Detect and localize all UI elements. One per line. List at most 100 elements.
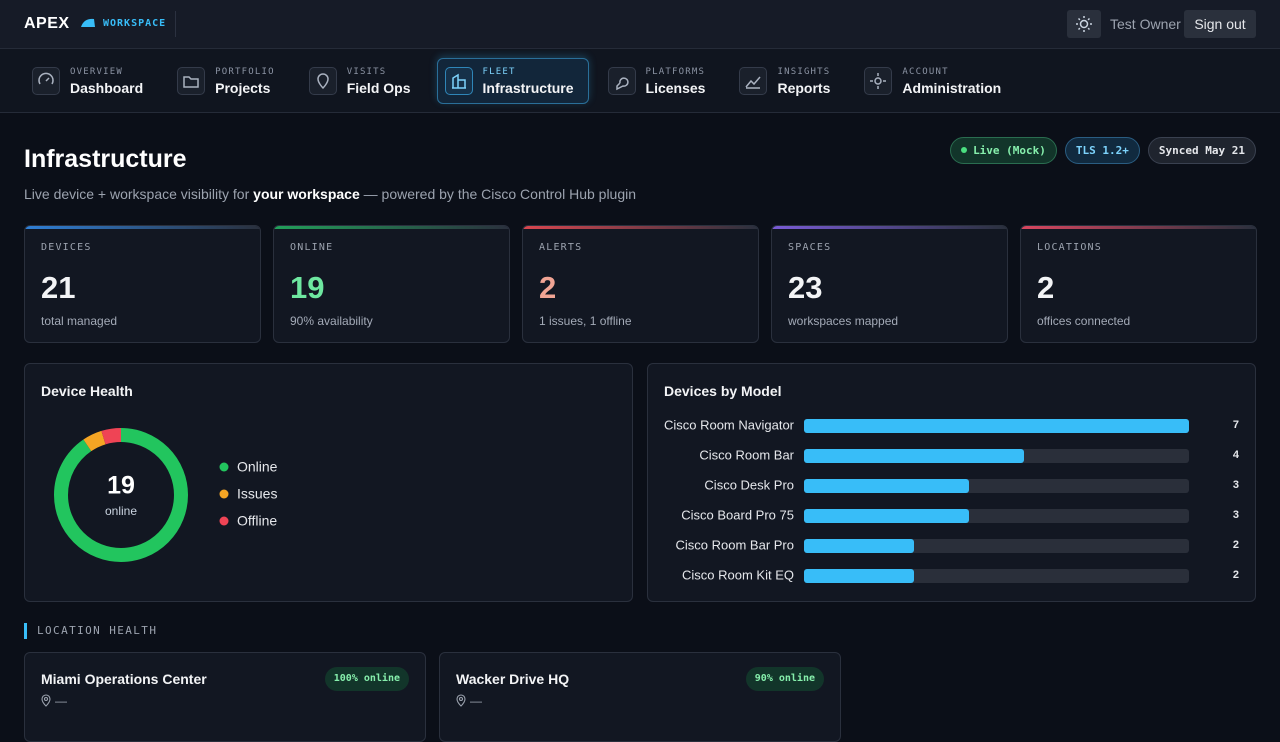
bar-value: 2 (1233, 569, 1239, 581)
nav-item[interactable]: ACCOUNT Administration (856, 58, 1016, 104)
nav-section: FLEET (482, 66, 516, 77)
workspace-label: WORKSPACE (103, 18, 167, 29)
nav-text: PORTFOLIO Projects (215, 67, 275, 96)
location-name: Wacker Drive HQ (456, 671, 570, 687)
page-title: Infrastructure (24, 145, 187, 173)
bar-label: Cisco Board Pro 75 (681, 507, 794, 522)
nav-label: Infrastructure (482, 79, 574, 96)
nav-label: Licenses (645, 79, 706, 96)
location-card[interactable]: Wacker Drive HQ 90% online — (439, 652, 841, 742)
kpi-accent (25, 226, 260, 229)
icon (745, 76, 762, 89)
icon (451, 73, 466, 89)
kpi-card: ONLINE 19 90% availability (273, 225, 510, 343)
status-badge: TLS 1.2+ (1064, 137, 1140, 164)
kpi-value: 2 (1037, 270, 1055, 305)
body: APEX WORKSPACE Test Owner Sign out OVERV… (0, 0, 1280, 720)
bar-value: 3 (1233, 509, 1239, 521)
legend-swatch (219, 489, 229, 499)
nav-item[interactable]: INSIGHTS Reports (731, 58, 845, 104)
nav-section: INSIGHTS (777, 66, 831, 77)
kpi-accent (274, 226, 509, 229)
location-address: — (55, 694, 67, 708)
sign-out-button[interactable]: Sign out (1184, 10, 1256, 38)
icon-shape (316, 73, 329, 90)
legend-label: Online (237, 459, 278, 475)
kpi-label: ALERTS (539, 242, 583, 253)
pin-icon (41, 694, 51, 707)
nav-item[interactable]: VISITS Field Ops (301, 58, 426, 104)
nav-section: OVERVIEW (70, 66, 123, 77)
subtitle-highlight: your workspace (253, 186, 360, 202)
icon-shape (870, 73, 887, 89)
icon (615, 77, 629, 91)
pin-icon (456, 694, 466, 707)
icon-shape (81, 18, 95, 27)
legend-swatch (219, 516, 229, 526)
icon-shape (615, 77, 629, 91)
nav-item[interactable]: PORTFOLIO Projects (169, 58, 290, 104)
nav-text: ACCOUNT Administration (902, 67, 1001, 96)
bar (804, 449, 1024, 463)
nav-section: VISITS (346, 66, 387, 77)
bar (804, 479, 969, 493)
bar-label: Cisco Room Navigator (664, 417, 795, 432)
nav-label: Reports (777, 79, 831, 96)
nav-bar: OVERVIEW Dashboard PORTFOLIO Projects VISITS… (0, 49, 1280, 113)
bar (804, 539, 914, 553)
kpi-note: workspaces mapped (788, 314, 899, 328)
page: Infrastructure {"header": {"logo": "APEX… (0, 0, 1280, 720)
kpi-label: LOCATIONS (1037, 242, 1102, 253)
nav-section: PLATFORMS (645, 66, 706, 77)
bar-label: Cisco Room Bar (699, 447, 794, 462)
kpi-note: offices connected (1037, 314, 1131, 328)
chart: Online Issues Offline 19 online (54, 428, 278, 562)
kpi-accent (772, 226, 1007, 229)
kpi-card: LOCATIONS 2 offices connected (1020, 225, 1257, 343)
nav-item[interactable]: OVERVIEW Dashboard (24, 58, 158, 104)
nav-icon (739, 67, 768, 95)
bar-value: 7 (1233, 419, 1239, 431)
nav-text: PLATFORMS Licenses (646, 67, 706, 96)
pin-shape (456, 694, 466, 707)
bar-value: 4 (1233, 449, 1240, 461)
kpi-label: DEVICES (41, 242, 92, 253)
logo[interactable]: APEX (24, 15, 70, 32)
location-name: Miami Operations Center (41, 671, 207, 687)
icon (183, 76, 199, 88)
bar-label: Cisco Desk Pro (704, 477, 794, 492)
bar (804, 419, 1189, 433)
legend-label: Offline (237, 513, 277, 529)
user-name: Test Owner (1110, 16, 1181, 32)
status-badge: Live (Mock) (950, 137, 1057, 164)
nav-icon (864, 67, 893, 95)
pin-shape (41, 694, 51, 707)
kpi-note: 90% availability (290, 314, 373, 328)
nav-item[interactable]: FLEET Infrastructure (436, 58, 589, 104)
kpi-accent (523, 226, 758, 229)
nav-text: VISITS Field Ops (347, 67, 411, 96)
kpi-note: total managed (41, 314, 118, 328)
location-card[interactable]: Miami Operations Center 100% online — (24, 652, 426, 742)
nav-icon (177, 67, 206, 95)
nav-text: FLEET Infrastructure (483, 67, 574, 96)
kpi-value: 2 (539, 270, 557, 305)
icon-shape (451, 73, 466, 89)
nav-item[interactable]: PLATFORMS Licenses (600, 58, 721, 104)
legend-swatch (219, 462, 229, 472)
chart-panel: Device Health Online Issues Offline 19 onlin… (24, 363, 633, 602)
donut-center-label: online (105, 504, 137, 518)
page-subtitle: Live device + workspace visibility for y… (24, 186, 636, 202)
bar (804, 569, 914, 583)
nav-icon (607, 67, 636, 95)
legend-label: Issues (237, 486, 277, 502)
location-status: 100% online (324, 667, 409, 691)
kpi-card: DEVICES 21 total managed (24, 225, 261, 343)
kpi-value: 23 (788, 270, 823, 305)
nav-text: INSIGHTS Reports (777, 67, 830, 96)
top-bar: APEX WORKSPACE Test Owner Sign out (0, 0, 1280, 49)
workspace-icon (81, 18, 95, 27)
subtitle-text: Live device + workspace visibility for (24, 186, 254, 202)
theme-toggle[interactable] (1067, 10, 1101, 38)
kpi-note: 1 issues, 1 offline (539, 314, 632, 328)
